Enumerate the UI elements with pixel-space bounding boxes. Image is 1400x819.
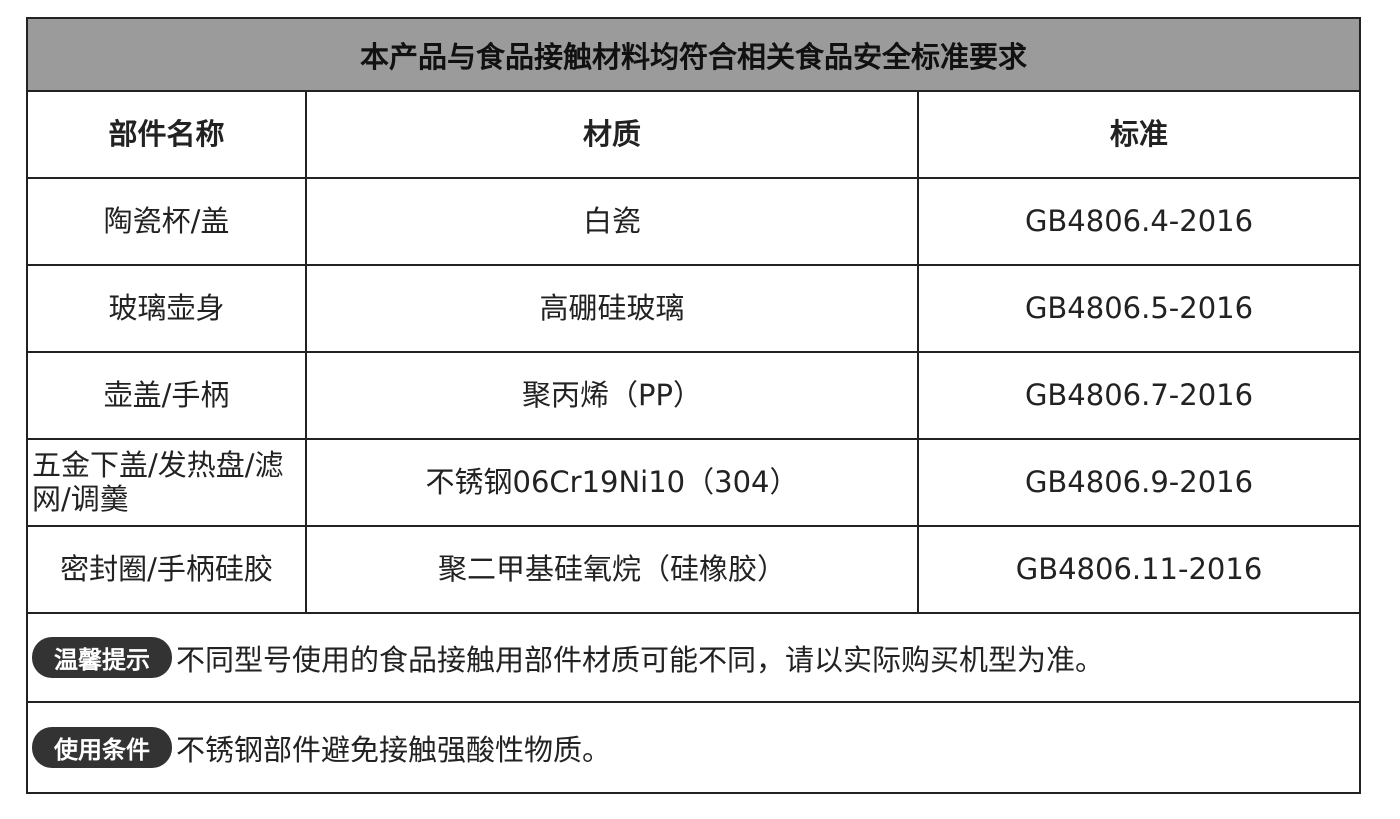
column-header-part: 部件名称 — [28, 92, 307, 177]
material-cell: 白瓷 — [307, 179, 919, 264]
table-row: 壶盖/手柄 聚丙烯（PP） GB4806.7-2016 — [28, 353, 1359, 440]
column-header-standard: 标准 — [1109, 116, 1168, 151]
standard-cell: GB4806.9-2016 — [1024, 464, 1254, 499]
material-cell: 高硼硅玻璃 — [307, 266, 919, 351]
table-title: 本产品与食品接触材料均符合相关食品安全标准要求 — [28, 19, 1359, 92]
food-contact-materials-table: 本产品与食品接触材料均符合相关食品安全标准要求 部件名称 材质 标准 陶瓷杯/盖… — [26, 17, 1361, 794]
tip-note: 温馨提示 不同型号使用的食品接触用部件材质可能不同，请以实际购买机型为准。 — [28, 614, 1359, 703]
part-cell: 壶盖/手柄 — [28, 353, 307, 438]
standard-cell: GB4806.7-2016 — [1024, 377, 1254, 412]
material-cell: 聚丙烯（PP） — [307, 353, 919, 438]
usage-condition-text: 不锈钢部件避免接触强酸性物质。 — [176, 732, 612, 767]
usage-condition-note: 使用条件 不锈钢部件避免接触强酸性物质。 — [28, 703, 1359, 792]
table-header-row: 部件名称 材质 标准 — [28, 92, 1359, 179]
table-row: 五金下盖/发热盘/滤网/调羹 不锈钢06Cr19Ni10（304） GB4806… — [28, 440, 1359, 527]
table-row: 密封圈/手柄硅胶 聚二甲基硅氧烷（硅橡胶） GB4806.11-2016 — [28, 527, 1359, 614]
part-cell: 陶瓷杯/盖 — [28, 179, 307, 264]
column-header-material: 材质 — [307, 92, 919, 177]
part-cell: 密封圈/手柄硅胶 — [28, 527, 307, 612]
part-cell: 玻璃壶身 — [28, 266, 307, 351]
standard-cell: GB4806.11-2016 — [1015, 551, 1263, 586]
tip-badge: 温馨提示 — [32, 637, 172, 678]
table-row: 陶瓷杯/盖 白瓷 GB4806.4-2016 — [28, 179, 1359, 266]
standard-cell: GB4806.4-2016 — [1024, 203, 1254, 238]
material-cell: 聚二甲基硅氧烷（硅橡胶） — [307, 527, 919, 612]
table-row: 玻璃壶身 高硼硅玻璃 GB4806.5-2016 — [28, 266, 1359, 353]
standard-cell: GB4806.5-2016 — [1024, 290, 1254, 325]
usage-condition-badge: 使用条件 — [32, 727, 172, 768]
tip-text: 不同型号使用的食品接触用部件材质可能不同，请以实际购买机型为准。 — [176, 642, 1105, 677]
part-cell: 五金下盖/发热盘/滤网/调羹 — [28, 440, 307, 525]
material-cell: 不锈钢06Cr19Ni10（304） — [307, 440, 919, 525]
